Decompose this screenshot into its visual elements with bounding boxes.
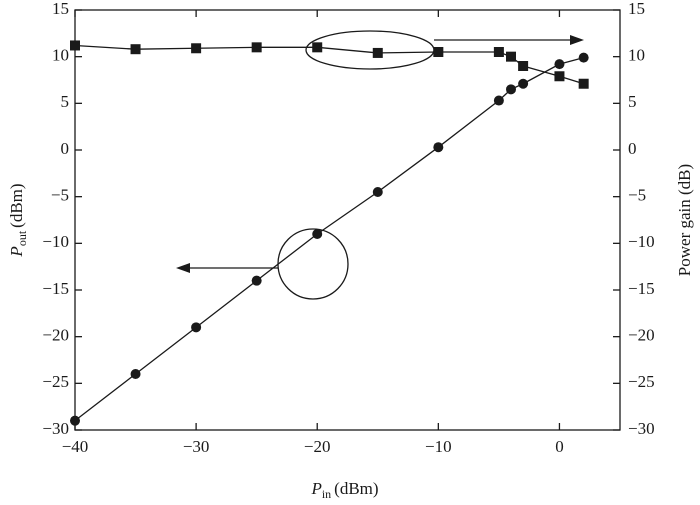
- circle-marker: [518, 78, 529, 89]
- gain-arrowhead: [570, 35, 584, 45]
- circle-marker: [70, 415, 80, 426]
- square-marker: [506, 51, 516, 62]
- y-tick-label: 0: [61, 139, 70, 158]
- y2-tick-label: 5: [628, 92, 637, 111]
- circle-marker: [506, 84, 516, 95]
- square-marker: [251, 42, 262, 53]
- y-tick-label: 10: [52, 46, 69, 65]
- y2-tick-label: 0: [628, 139, 637, 158]
- pout-callout-circle: [277, 228, 349, 300]
- y2-tick-label: −30: [628, 419, 655, 438]
- x-tick-label: −20: [304, 437, 331, 456]
- plot-frame: [74, 9, 621, 431]
- series-line: [74, 44, 584, 85]
- x-tick-label: −10: [425, 437, 452, 456]
- x-tick-label: 0: [555, 437, 564, 456]
- circle-marker: [433, 142, 444, 153]
- y-tick-label: −25: [42, 372, 69, 391]
- y2-tick-label: −25: [628, 372, 655, 391]
- y-label-main: P: [7, 246, 26, 257]
- y-tick-label: −10: [42, 232, 69, 251]
- circle-marker: [312, 229, 323, 239]
- circle-marker: [372, 187, 383, 197]
- pout-arrowhead: [176, 263, 190, 273]
- square-marker: [130, 44, 141, 55]
- y-axis-label: Pout (dBm): [7, 183, 29, 257]
- circle-marker: [191, 322, 202, 333]
- square-marker: [518, 61, 529, 71]
- square-marker: [70, 40, 80, 51]
- y-tick-label: −20: [42, 326, 69, 345]
- square-marker: [493, 47, 504, 57]
- x-label-sub: in: [322, 487, 331, 501]
- square-marker: [578, 78, 589, 89]
- y-label-unit: (dBm): [7, 183, 26, 227]
- y2-tick-label: −20: [628, 326, 655, 345]
- x-tick-label: −40: [62, 437, 89, 456]
- y-tick-label: 15: [52, 0, 69, 18]
- circle-marker: [130, 369, 141, 379]
- circle-marker: [251, 275, 262, 286]
- y2-tick-label: 15: [628, 0, 645, 18]
- circle-marker: [493, 95, 504, 106]
- y2-tick-label: 10: [628, 46, 645, 65]
- x-axis-label: Pin (dBm): [310, 479, 378, 501]
- y2-tick-label: −10: [628, 232, 655, 251]
- circle-marker: [578, 52, 589, 63]
- x-label-unit: (dBm): [334, 479, 378, 498]
- square-marker: [191, 43, 202, 54]
- y2-tick-label: −15: [628, 279, 655, 298]
- x-tick-label: −30: [183, 437, 210, 456]
- circle-marker: [554, 59, 565, 70]
- x-label-main: P: [310, 479, 321, 498]
- y-tick-label: −5: [51, 186, 69, 205]
- square-marker: [433, 47, 444, 57]
- square-marker: [372, 47, 383, 58]
- y-tick-label: −15: [42, 279, 69, 298]
- square-marker: [312, 42, 323, 53]
- y2-tick-label: −5: [628, 186, 646, 205]
- square-marker: [554, 71, 565, 82]
- gain-callout-ellipse: [305, 30, 435, 70]
- y2-axis-label: Power gain (dB): [675, 164, 694, 276]
- y-tick-label: 5: [61, 92, 70, 111]
- y-tick-label: −30: [42, 419, 69, 438]
- series-line: [74, 56, 584, 422]
- y-label-sub: out: [15, 230, 29, 246]
